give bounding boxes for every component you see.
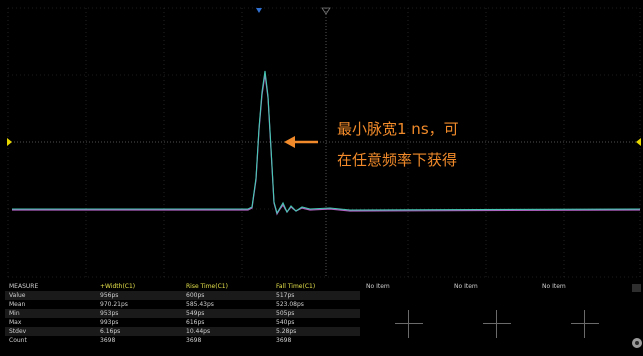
trigger-position-marker[interactable] (256, 8, 262, 13)
waveform-trace-cyan (12, 70, 641, 215)
measure-header-row: MEASURE +Width(C1) Rise Time(C1) Fall Ti… (5, 282, 360, 291)
table-row: Min 953ps 549ps 505ps (5, 309, 360, 318)
row-label: Min (9, 310, 20, 317)
cell-value: 5.28ps (276, 328, 297, 335)
measure-col-fall-time[interactable]: Fall Time(C1) (276, 283, 316, 290)
add-measurement-plus-icon[interactable] (483, 310, 511, 338)
trigger-level-marker[interactable] (636, 138, 641, 146)
table-row: Mean 970.21ps 585.43ps 523.08ps (5, 300, 360, 309)
cell-value: 505ps (276, 310, 295, 317)
row-label: Stdev (9, 328, 27, 335)
empty-slot-label[interactable]: No Item (542, 283, 566, 290)
annotation-arrow-head (284, 136, 295, 148)
table-row: Count 3698 3698 3698 (5, 336, 360, 345)
row-label: Max (9, 319, 22, 326)
center-axes (8, 8, 640, 277)
channel-level-marker[interactable] (7, 138, 12, 146)
row-label: Value (9, 292, 26, 299)
cell-value: 540ps (276, 319, 295, 326)
cell-value: 3698 (276, 337, 292, 344)
row-label: Count (9, 337, 27, 344)
cell-value: 956ps (100, 292, 119, 299)
table-row: Max 993ps 616ps 540ps (5, 318, 360, 327)
table-row: Value 956ps 600ps 517ps (5, 291, 360, 300)
measurement-panel: MEASURE +Width(C1) Rise Time(C1) Fall Ti… (0, 282, 643, 356)
annotation-line-2: 在任意频率下获得 (337, 151, 458, 169)
cell-value: 549ps (186, 310, 205, 317)
add-measurement-plus-icon[interactable] (395, 310, 423, 338)
cell-value: 585.43ps (186, 301, 214, 308)
empty-slot-label[interactable]: No Item (454, 283, 478, 290)
cell-value: 993ps (100, 319, 119, 326)
annotation-text: 最小脉宽1 ns，可 在任意频率下获得 (337, 114, 459, 176)
annotation-line-1: 最小脉宽1 ns，可 (337, 120, 459, 138)
cell-value: 523.08ps (276, 301, 304, 308)
add-measurement-plus-icon[interactable] (571, 310, 599, 338)
measure-col-rise-time[interactable]: Rise Time(C1) (186, 283, 228, 290)
cell-value: 517ps (276, 292, 295, 299)
cell-value: 616ps (186, 319, 205, 326)
cell-value: 10.44ps (186, 328, 211, 335)
gear-icon[interactable] (632, 338, 642, 348)
measure-title: MEASURE (9, 283, 39, 290)
panel-scroll-button[interactable] (632, 284, 641, 292)
measure-col-width[interactable]: +Width(C1) (100, 283, 136, 290)
cell-value: 3698 (100, 337, 116, 344)
cell-value: 953ps (100, 310, 119, 317)
timebase-center-marker[interactable] (321, 7, 331, 15)
row-label: Mean (9, 301, 26, 308)
cell-value: 3698 (186, 337, 202, 344)
cell-value: 970.21ps (100, 301, 128, 308)
cell-value: 6.16ps (100, 328, 121, 335)
table-row: Stdev 6.16ps 10.44ps 5.28ps (5, 327, 360, 336)
empty-slot-label[interactable]: No Item (366, 283, 390, 290)
waveform-grid[interactable] (0, 0, 643, 280)
cell-value: 600ps (186, 292, 205, 299)
